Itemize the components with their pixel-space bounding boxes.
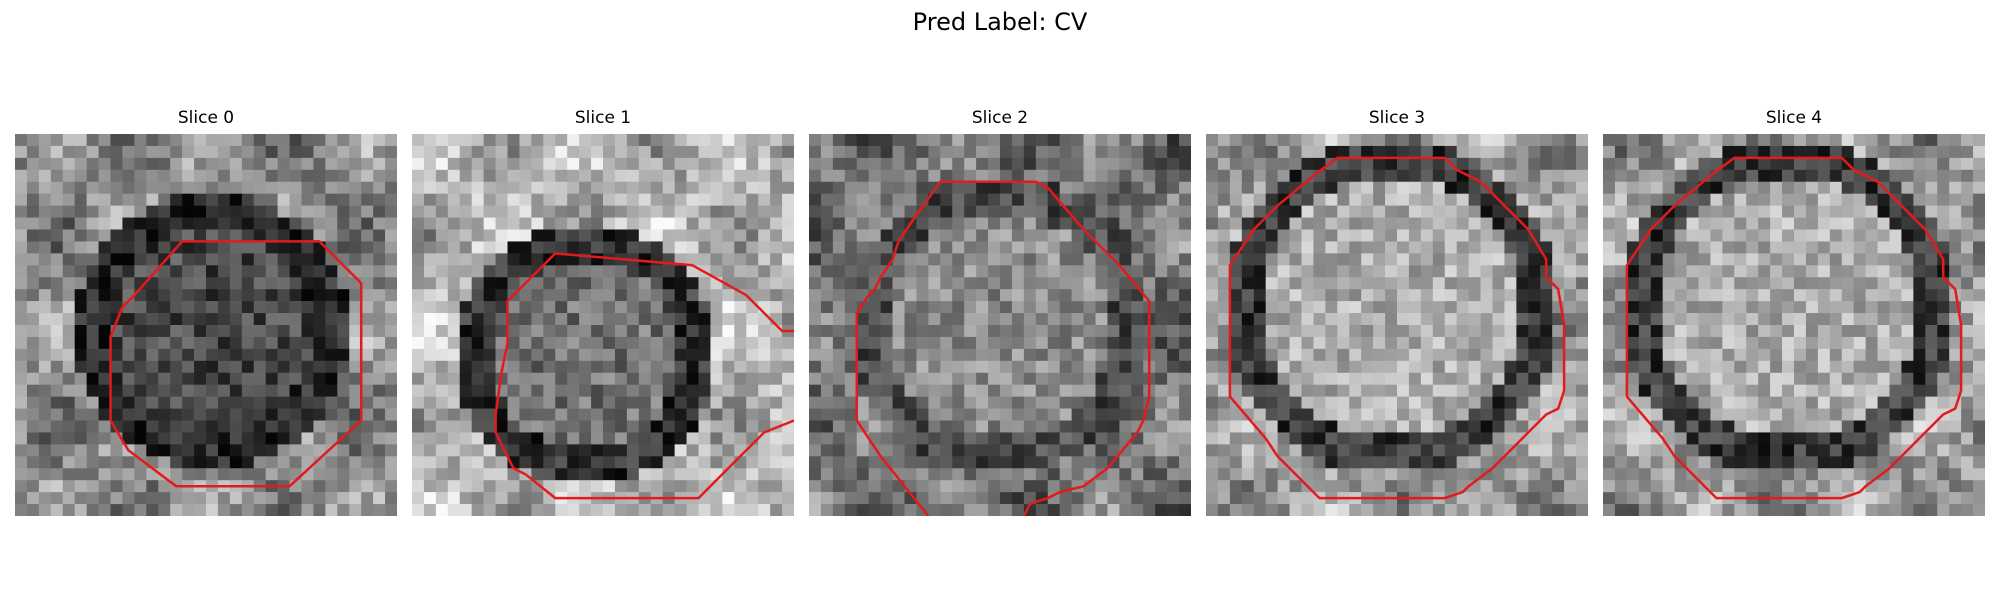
segmentation-contour: [1228, 156, 1566, 500]
slice-image: [412, 134, 794, 516]
pixel-grid: [1603, 134, 1985, 516]
segmentation-contour: [1625, 156, 1963, 500]
slice-title: Slice 3: [1368, 108, 1426, 128]
slice-title: Slice 2: [971, 108, 1029, 128]
segmentation-contour: [855, 180, 1151, 516]
slice-image: [15, 134, 397, 516]
slice-title: Slice 0: [177, 108, 235, 128]
slice-image: [809, 134, 1191, 516]
segmentation-contour: [494, 252, 794, 500]
slice-image: [1603, 134, 1985, 516]
pixel-grid: [1206, 134, 1588, 516]
pixel-grid: [809, 134, 1191, 516]
pixel-grid: [15, 134, 397, 516]
segmentation-contour: [109, 240, 363, 488]
slice-title: Slice 4: [1765, 108, 1823, 128]
slice-title: Slice 1: [574, 108, 632, 128]
figure-title: Pred Label: CV: [912, 8, 1088, 36]
slice-image: [1206, 134, 1588, 516]
pixel-grid: [412, 134, 794, 516]
